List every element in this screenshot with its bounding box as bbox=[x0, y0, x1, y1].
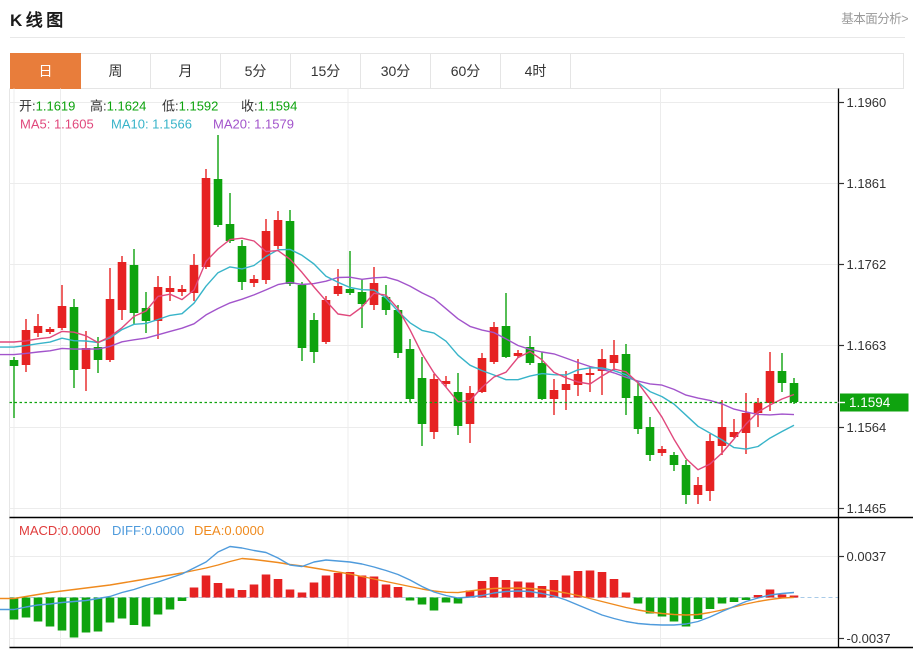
svg-text:1.1960: 1.1960 bbox=[847, 95, 887, 110]
svg-text:1.1564: 1.1564 bbox=[847, 420, 887, 435]
svg-text:1.1465: 1.1465 bbox=[847, 501, 887, 516]
svg-text:0.0037: 0.0037 bbox=[847, 549, 887, 564]
svg-text:1.1762: 1.1762 bbox=[847, 257, 887, 272]
svg-text:1.1594: 1.1594 bbox=[849, 395, 891, 410]
svg-text:-0.0037: -0.0037 bbox=[847, 631, 891, 646]
svg-text:1.1861: 1.1861 bbox=[847, 176, 887, 191]
svg-text:1.1663: 1.1663 bbox=[847, 338, 887, 353]
